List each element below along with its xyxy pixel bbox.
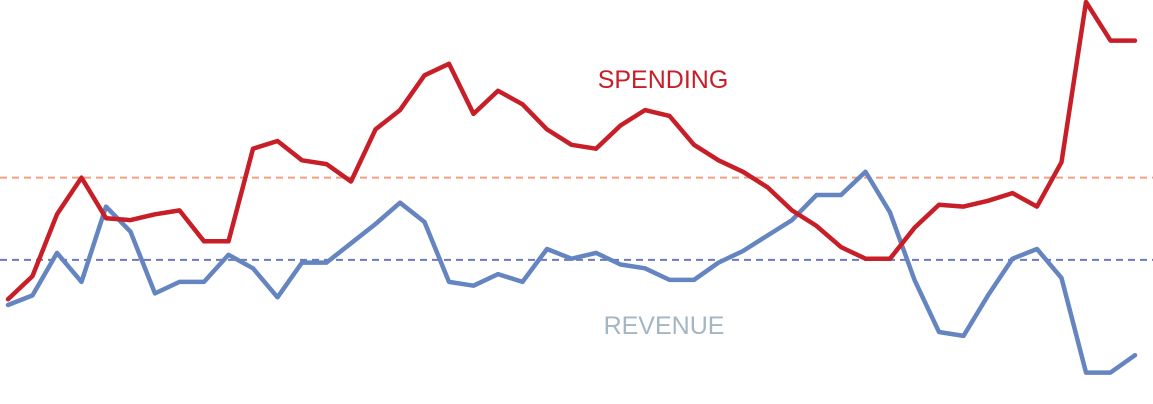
reference-lines [0,176,1153,261]
series-line-revenue [5,169,1138,375]
series-lines [5,0,1138,375]
series-label-revenue: REVENUE [604,312,725,340]
series-label-spending: SPENDING [598,66,729,94]
series-line-spending [5,0,1138,302]
